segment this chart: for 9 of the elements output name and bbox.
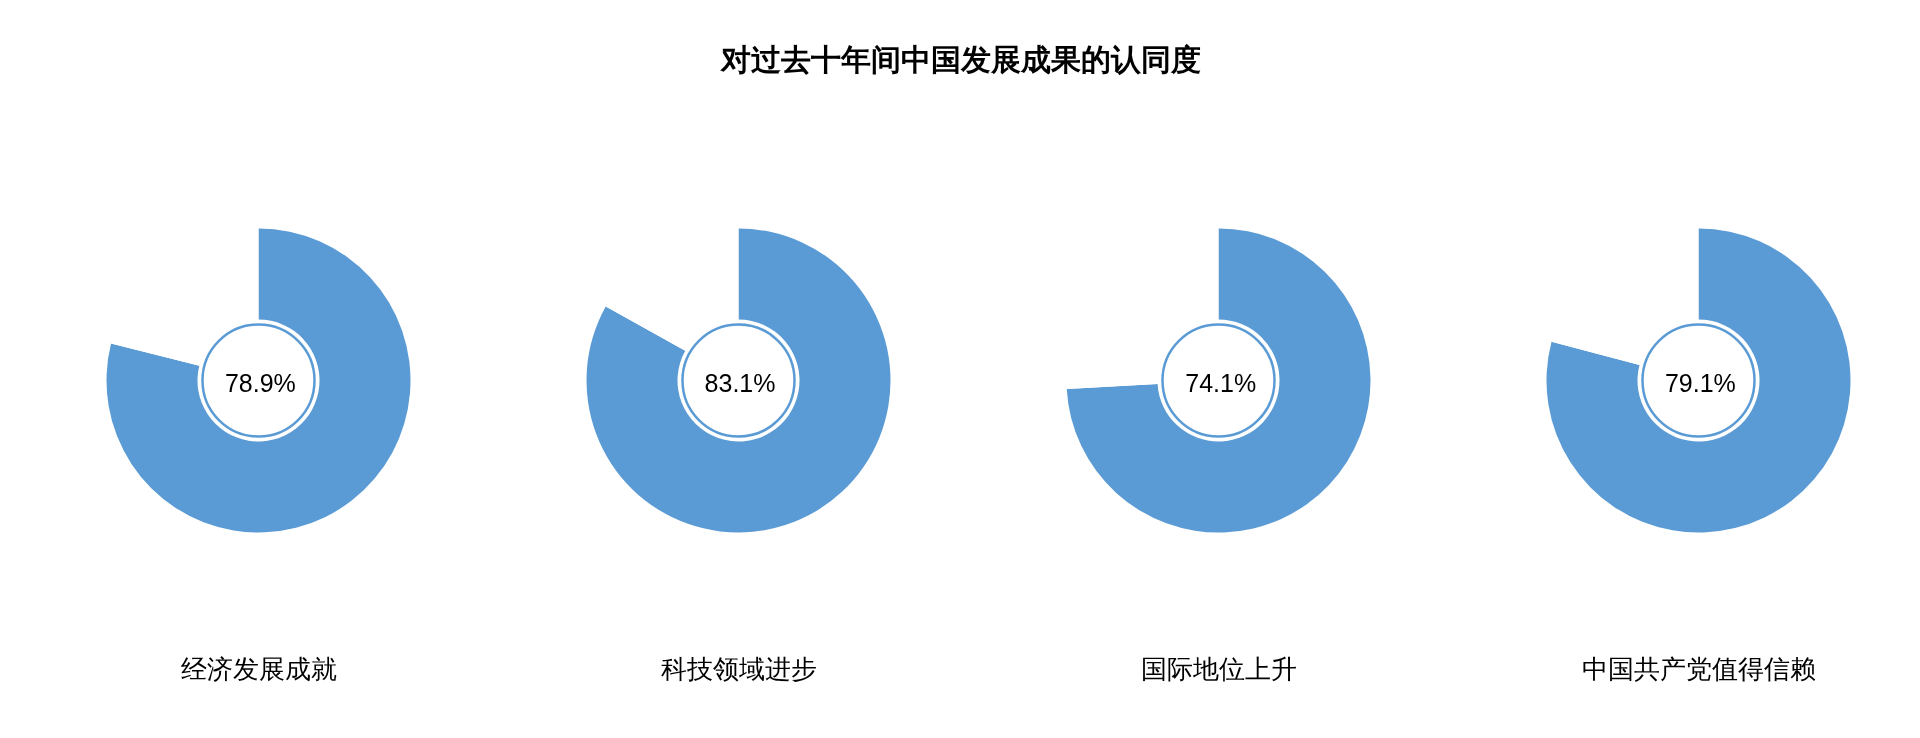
text: 经济发展成就 (180, 653, 337, 684)
text: 中国共产党值得信赖 (1581, 653, 1816, 684)
data-label: 74.1% (1185, 368, 1257, 397)
text: 国际地位上升 (1140, 653, 1297, 684)
data-label: 78.9% (224, 368, 296, 397)
text: 对过去十年间中国发展成果的认同度 (719, 43, 1201, 76)
text: 科技领域进步 (660, 653, 817, 684)
data-label: 79.1% (1664, 368, 1736, 397)
data-label: 83.1% (704, 369, 776, 398)
